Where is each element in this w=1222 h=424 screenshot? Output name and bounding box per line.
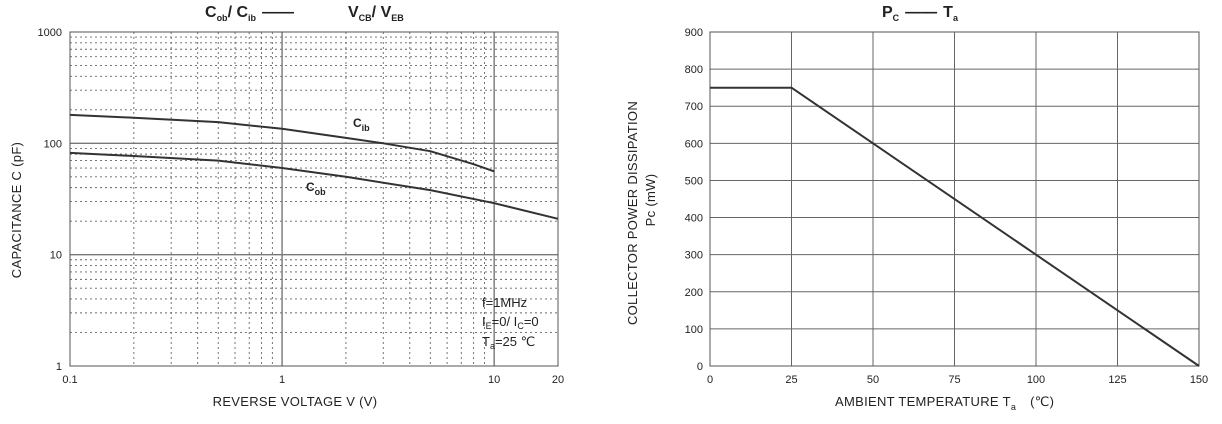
power-tick-labels: 0 25 50 75 100 125 150 0 100 200 300 400 500 600 700 80… <box>685 27 1209 386</box>
capacitance-plot-frame <box>69 31 559 367</box>
test-frequency-note: f=1MHz <box>482 295 527 310</box>
cib-curve <box>69 113 495 173</box>
power-y-tick-label: 400 <box>685 213 703 225</box>
power-x-tick-label: 125 <box>1108 374 1126 386</box>
power-series <box>710 86 1200 367</box>
power-plot-frame <box>709 31 1200 367</box>
capacitance-x-tick-label: 1 <box>279 374 285 386</box>
capacitance-y-tick-label: 1 <box>56 361 62 373</box>
power-chart-title: PC —— Ta <box>882 4 959 23</box>
capacitance-x-axis-label: REVERSE VOLTAGE V (V) <box>213 394 378 409</box>
power-y-tick-label: 500 <box>685 175 703 187</box>
capacitance-y-tick-label: 10 <box>50 250 62 262</box>
capacitance-x-tick-label: 20 <box>552 374 564 386</box>
power-x-tick-label: 50 <box>867 374 879 386</box>
power-x-tick-label: 25 <box>785 374 797 386</box>
capacitance-series <box>69 113 559 220</box>
capacitance-chart-title: Cob/ Cib —— <box>205 4 294 23</box>
power-y-tick-label: 900 <box>685 27 703 39</box>
power-y-tick-label: 700 <box>685 101 703 113</box>
power-x-tick-label: 75 <box>948 374 960 386</box>
power-y-axis-label: COLLECTOR POWER DISSIPATION <box>625 101 640 325</box>
capacitance-x-tick-label: 10 <box>488 374 500 386</box>
cob-curve <box>69 151 559 220</box>
capacitance-y-tick-label: 100 <box>44 138 62 150</box>
capacitance-x-tick-label: 0.1 <box>62 374 77 386</box>
capacitance-chart-title-right: VCB/ VEB <box>348 4 404 23</box>
capacitance-y-tick-label: 1000 <box>38 27 62 39</box>
power-x-tick-label: 100 <box>1027 374 1045 386</box>
power-dissipation-chart: 0 25 50 75 100 125 150 0 100 200 300 400 500 600 700 80… <box>625 4 1208 412</box>
power-derating-curve <box>710 86 1200 367</box>
power-y-tick-label: 100 <box>685 324 703 336</box>
power-y-tick-label: 300 <box>685 250 703 262</box>
power-x-tick-label: 0 <box>707 374 713 386</box>
power-y-axis-unit: Pc (mW) <box>643 174 658 227</box>
cib-curve-label: Cib <box>353 116 370 133</box>
test-temperature-note: Ta=25 ℃ <box>482 334 535 351</box>
power-y-tick-label: 0 <box>697 361 703 373</box>
capacitance-grid <box>70 32 558 366</box>
power-y-tick-label: 200 <box>685 287 703 299</box>
capacitance-y-axis-label: CAPACITANCE C (pF) <box>9 142 24 278</box>
test-current-note: IE=0/ IC=0 <box>482 314 539 331</box>
power-x-axis-label: AMBIENT TEMPERATURE Ta (℃) <box>835 394 1054 412</box>
cob-curve-label: Cob <box>306 180 326 197</box>
power-y-tick-label: 600 <box>685 138 703 150</box>
power-x-tick-label: 150 <box>1190 374 1208 386</box>
power-y-tick-label: 800 <box>685 64 703 76</box>
